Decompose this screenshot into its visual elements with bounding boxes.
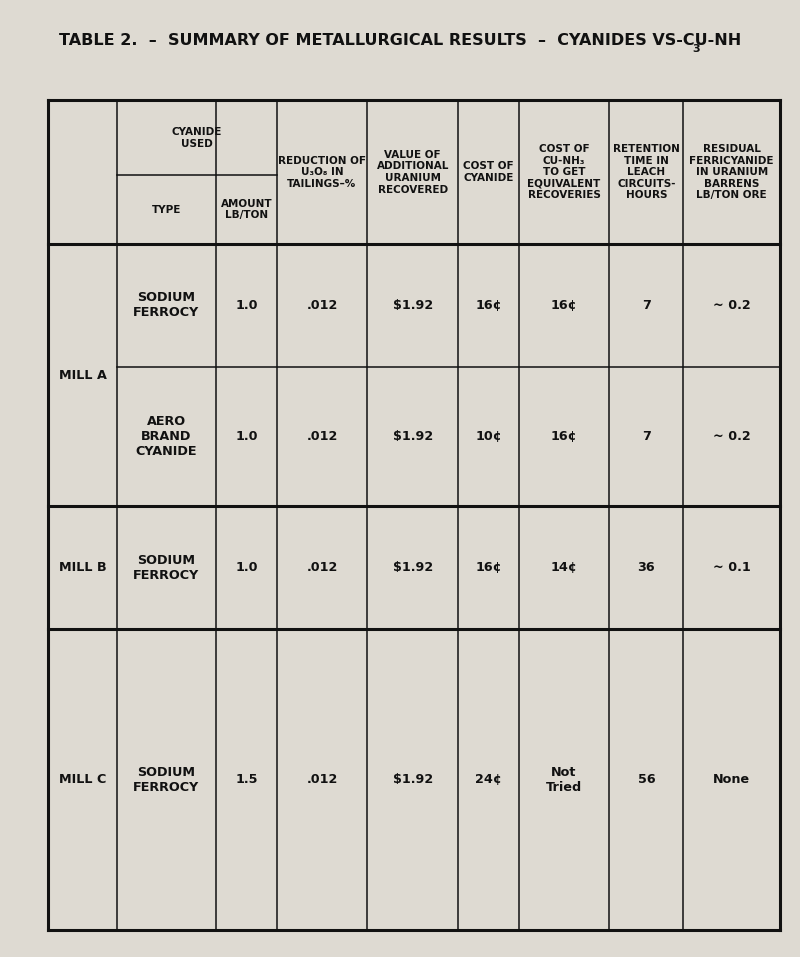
- Text: 7: 7: [642, 430, 651, 443]
- Text: Not
Tried: Not Tried: [546, 766, 582, 793]
- Text: 16¢: 16¢: [475, 299, 502, 312]
- Text: 16¢: 16¢: [475, 561, 502, 574]
- Text: AMOUNT
LB/TON: AMOUNT LB/TON: [221, 199, 272, 220]
- Text: $1.92: $1.92: [393, 561, 433, 574]
- Text: $1.92: $1.92: [393, 773, 433, 786]
- Text: VALUE OF
ADDITIONAL
URANIUM
RECOVERED: VALUE OF ADDITIONAL URANIUM RECOVERED: [377, 150, 449, 194]
- Text: 1.0: 1.0: [235, 430, 258, 443]
- Text: RESIDUAL
FERRICYANIDE
IN URANIUM
BARRENS
LB/TON ORE: RESIDUAL FERRICYANIDE IN URANIUM BARRENS…: [690, 145, 774, 200]
- Text: $1.92: $1.92: [393, 430, 433, 443]
- Text: 1.0: 1.0: [235, 299, 258, 312]
- Text: MILL C: MILL C: [58, 773, 106, 786]
- Text: SODIUM
FERROCY: SODIUM FERROCY: [134, 766, 200, 793]
- Text: SODIUM
FERROCY: SODIUM FERROCY: [134, 292, 200, 320]
- Text: AERO
BRAND
CYANIDE: AERO BRAND CYANIDE: [136, 415, 198, 458]
- Text: CYANIDE
USED: CYANIDE USED: [171, 127, 222, 148]
- Text: MILL A: MILL A: [58, 368, 106, 382]
- Text: 1.5: 1.5: [235, 773, 258, 786]
- Text: .012: .012: [306, 773, 338, 786]
- Text: 16¢: 16¢: [550, 299, 578, 312]
- Text: None: None: [713, 773, 750, 786]
- Text: 1.0: 1.0: [235, 561, 258, 574]
- Text: 56: 56: [638, 773, 655, 786]
- Text: $1.92: $1.92: [393, 299, 433, 312]
- Text: .012: .012: [306, 299, 338, 312]
- Text: .012: .012: [306, 430, 338, 443]
- Text: MILL B: MILL B: [58, 561, 106, 574]
- Text: 14¢: 14¢: [550, 561, 578, 574]
- Text: ~ 0.2: ~ 0.2: [713, 299, 750, 312]
- Text: 16¢: 16¢: [550, 430, 578, 443]
- Text: 24¢: 24¢: [475, 773, 502, 786]
- Text: RETENTION
TIME IN
LEACH
CIRCUITS-
HOURS: RETENTION TIME IN LEACH CIRCUITS- HOURS: [613, 145, 680, 200]
- Text: 7: 7: [642, 299, 651, 312]
- Text: TYPE: TYPE: [152, 205, 181, 214]
- Text: TABLE 2.  –  SUMMARY OF METALLURGICAL RESULTS  –  CYANIDES VS-CU-NH: TABLE 2. – SUMMARY OF METALLURGICAL RESU…: [59, 33, 741, 48]
- Text: COST OF
CU-NH₃
TO GET
EQUIVALENT
RECOVERIES: COST OF CU-NH₃ TO GET EQUIVALENT RECOVER…: [527, 145, 601, 200]
- Text: ~ 0.1: ~ 0.1: [713, 561, 750, 574]
- Text: 36: 36: [638, 561, 655, 574]
- Text: ~ 0.2: ~ 0.2: [713, 430, 750, 443]
- Text: 3: 3: [692, 44, 700, 54]
- Text: REDUCTION OF
U₃O₈ IN
TAILINGS–%: REDUCTION OF U₃O₈ IN TAILINGS–%: [278, 156, 366, 189]
- Text: .012: .012: [306, 561, 338, 574]
- Text: 10¢: 10¢: [475, 430, 502, 443]
- Text: COST OF
CYANIDE: COST OF CYANIDE: [463, 162, 514, 183]
- Text: SODIUM
FERROCY: SODIUM FERROCY: [134, 553, 200, 582]
